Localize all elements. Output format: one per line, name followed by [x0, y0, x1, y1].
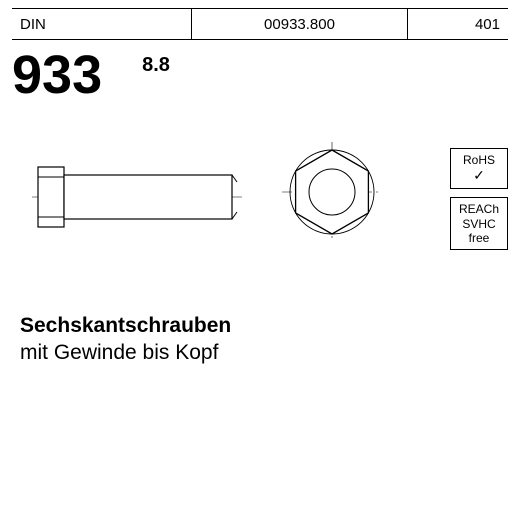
din-number: 933 [12, 48, 102, 102]
description-line1: Sechskantschrauben [20, 312, 508, 339]
rohs-label: RoHS [453, 153, 505, 167]
header-standard: DIN [12, 9, 192, 39]
bolt-axial-view-icon [282, 142, 382, 242]
header-right: 401 [408, 9, 508, 39]
reach-badge: REACh SVHC free [450, 197, 508, 250]
title-row: 933 8.8 [12, 48, 508, 102]
grade: 8.8 [142, 54, 170, 77]
reach-line1: REACh [453, 202, 505, 216]
header-code: 00933.800 [192, 9, 408, 39]
check-icon: ✓ [453, 167, 505, 184]
header-right-text: 401 [475, 16, 500, 33]
header-code-text: 00933.800 [264, 16, 335, 33]
rohs-badge: RoHS ✓ [450, 148, 508, 189]
drawing-area [12, 122, 508, 272]
description-line2: mit Gewinde bis Kopf [20, 339, 508, 366]
description: Sechskantschrauben mit Gewinde bis Kopf [20, 312, 508, 367]
cert-boxes: RoHS ✓ REACh SVHC free [450, 148, 508, 250]
header-standard-text: DIN [20, 16, 46, 33]
reach-line3: free [453, 231, 505, 245]
bolt-side-view-icon [32, 152, 242, 242]
reach-line2: SVHC [453, 217, 505, 231]
header-row: DIN 00933.800 401 [12, 8, 508, 40]
